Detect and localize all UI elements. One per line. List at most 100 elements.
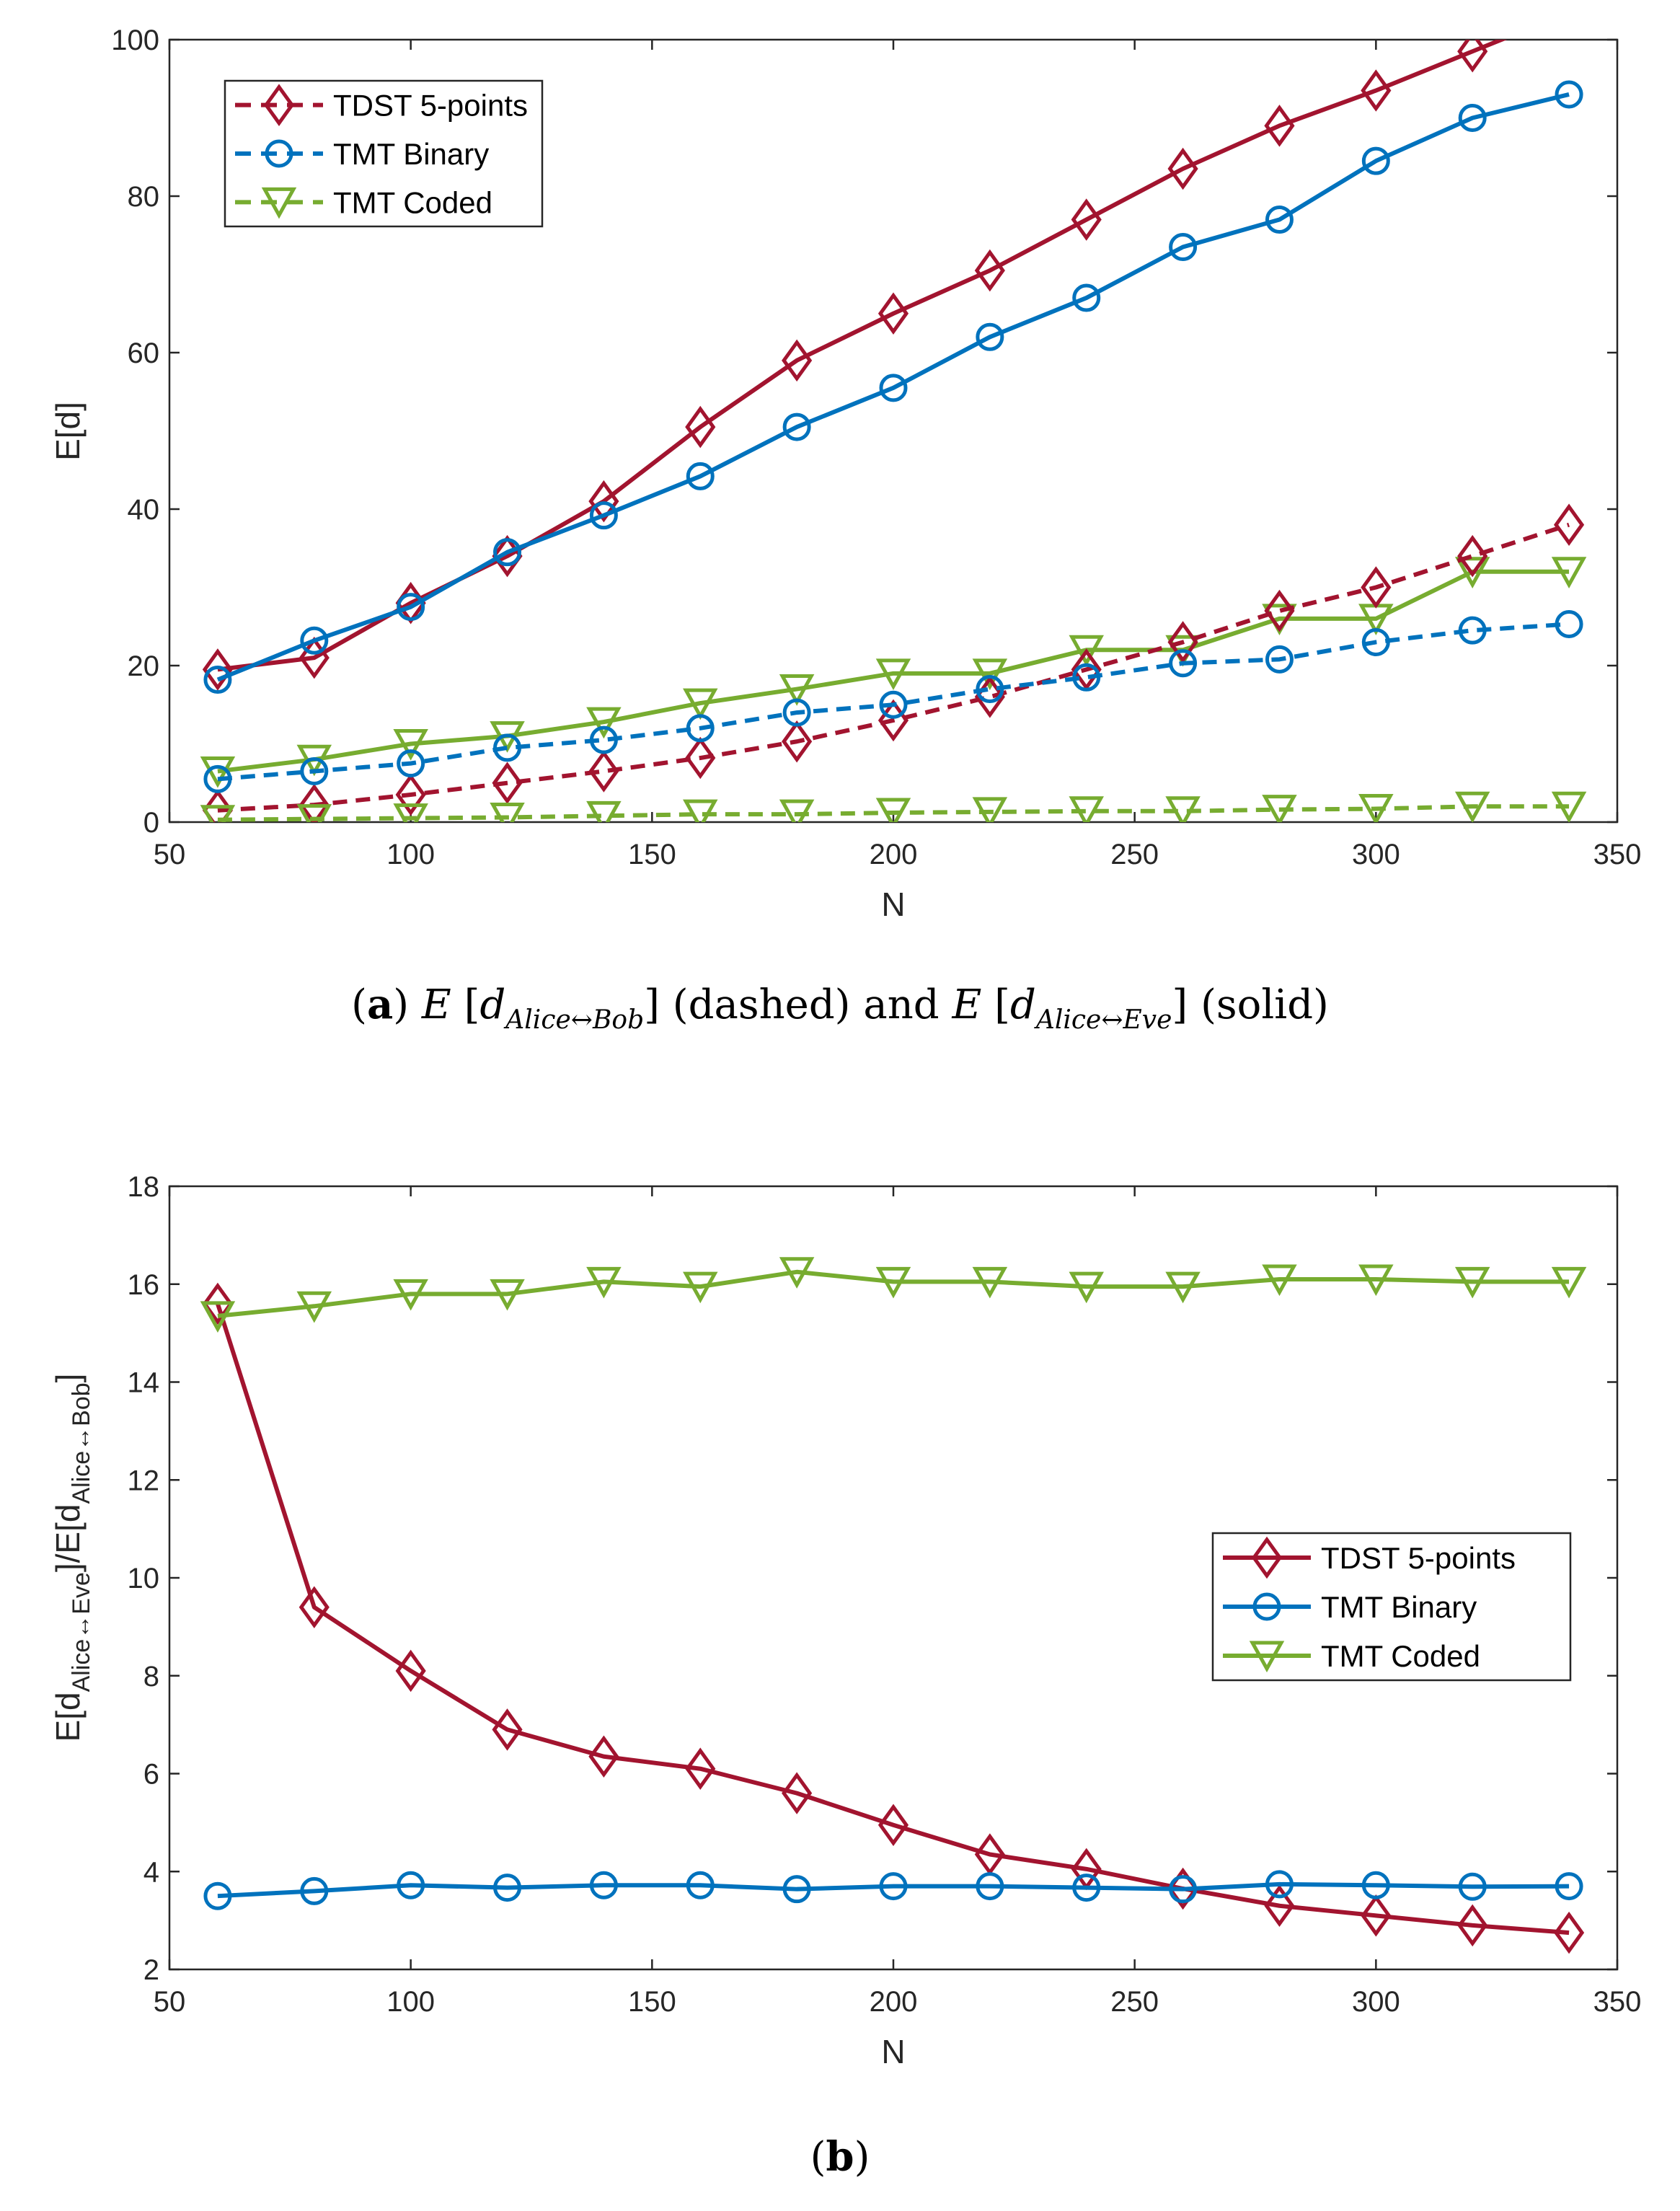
data-point-tmt-coded xyxy=(1262,1264,1297,1297)
x-tick-label: 150 xyxy=(628,839,676,870)
data-point-tdst-5-points xyxy=(1361,69,1392,112)
chart-panel-b: 50 100 150 200 250 300 350 2 4 6 8 10 12 14 16 18 N TDST … xyxy=(128,1171,1642,2070)
data-point-tdst-5-points xyxy=(1553,503,1585,546)
legend-marker-tmt-coded xyxy=(261,187,297,219)
data-point-tmt-coded xyxy=(1551,1266,1587,1299)
data-point-tdst-5-points xyxy=(1264,105,1295,147)
x-tick-label: 250 xyxy=(1110,1986,1159,2018)
y-tick-label: 8 xyxy=(143,1661,159,1693)
data-point-tdst-5-points xyxy=(1553,1911,1585,1954)
data-point-tdst-5-points xyxy=(974,249,1005,292)
y-tick-label: 100 xyxy=(111,25,159,56)
series-line-tmt-binary-solid xyxy=(217,1881,1570,1899)
data-point-tmt-binary xyxy=(1072,1874,1101,1902)
data-point-tmt-binary xyxy=(1361,627,1390,656)
data-point-tmt-binary xyxy=(397,1871,425,1899)
data-point-tdst-5-points xyxy=(299,1586,330,1629)
y-tick-label: 40 xyxy=(128,494,160,526)
x-tick-label: 250 xyxy=(1110,839,1159,870)
series-group xyxy=(200,0,1587,822)
data-point-tmt-coded xyxy=(1358,794,1394,822)
data-point-tmt-coded xyxy=(296,804,332,822)
data-point-tmt-coded xyxy=(1454,791,1490,822)
x-axis-label: N xyxy=(881,886,905,923)
x-tick-label: 100 xyxy=(386,1986,435,2018)
data-point-tmt-coded xyxy=(393,729,428,761)
series-line-tdst-5-points-solid xyxy=(216,1302,1570,1936)
data-point-tmt-coded xyxy=(490,802,525,822)
data-point-tmt-binary xyxy=(686,1871,715,1899)
data-point-tmt-coded xyxy=(972,797,1008,822)
data-point-tdst-5-points xyxy=(685,736,716,780)
data-point-tmt-binary xyxy=(1458,616,1487,645)
data-point-tmt-coded xyxy=(1069,635,1104,667)
data-point-tmt-binary xyxy=(300,626,329,655)
data-point-tmt-binary xyxy=(976,1872,1004,1901)
series-line-tdst-5-points-dashed xyxy=(217,522,1570,813)
data-point-tdst-5-points xyxy=(1264,1884,1295,1928)
data-point-tmt-coded xyxy=(1551,557,1587,588)
data-point-tmt-coded xyxy=(1551,791,1587,822)
data-point-tmt-binary xyxy=(976,322,1004,351)
data-point-tmt-coded xyxy=(393,1279,428,1311)
series-group xyxy=(200,1257,1587,1954)
data-point-tdst-5-points xyxy=(782,1772,813,1814)
data-point-tmt-coded xyxy=(779,799,815,822)
y-tick-label: 10 xyxy=(128,1563,160,1594)
data-point-tmt-coded xyxy=(393,803,428,822)
data-point-tdst-5-points xyxy=(1071,648,1102,691)
x-tick-label: 100 xyxy=(386,839,435,870)
data-point-tmt-binary xyxy=(1265,645,1294,674)
data-point-tmt-binary xyxy=(782,412,811,441)
series-line-tmt-coded-dashed xyxy=(217,804,1570,822)
x-tick-label: 300 xyxy=(1352,839,1400,870)
x-tick-label: 350 xyxy=(1593,839,1642,870)
data-point-tmt-binary xyxy=(782,698,811,727)
caption-b: (b) xyxy=(810,2133,870,2181)
series-line-tmt-binary-solid xyxy=(216,92,1570,682)
data-point-tmt-coded xyxy=(683,799,718,822)
series-line-tmt-coded-solid xyxy=(217,1269,1570,1318)
data-point-tmt-coded xyxy=(779,1257,815,1289)
x-tick-label: 50 xyxy=(154,1986,186,2018)
legend-marker-tdst-5-points xyxy=(1251,1536,1283,1579)
legend-label-tdst-5-points: TDST 5-points xyxy=(333,89,528,123)
data-point-tmt-coded xyxy=(1454,1266,1490,1299)
data-point-tdst-5-points xyxy=(1264,589,1295,632)
data-point-tmt-binary xyxy=(1555,1872,1583,1901)
data-point-tmt-binary xyxy=(589,501,618,530)
data-point-tmt-binary xyxy=(1072,663,1101,692)
data-point-tmt-coded xyxy=(586,800,622,822)
data-point-tdst-5-points xyxy=(1457,40,1488,73)
x-tick-label: 50 xyxy=(154,839,186,870)
legend-marker-tmt-coded xyxy=(1249,1641,1285,1673)
series-line-tmt-coded-solid xyxy=(217,569,1570,774)
data-point-tmt-binary xyxy=(493,1874,522,1902)
data-point-tdst-5-points xyxy=(782,339,813,382)
data-point-tdst-5-points xyxy=(492,1708,523,1751)
data-point-tdst-5-points xyxy=(1457,534,1488,578)
data-point-tdst-5-points xyxy=(1556,0,1582,30)
data-point-tmt-coded xyxy=(1069,796,1104,822)
y-tick-label: 14 xyxy=(128,1367,160,1399)
x-tick-label: 200 xyxy=(870,839,918,870)
legend-marker-tmt-binary xyxy=(265,139,293,168)
data-point-tmt-coded xyxy=(1069,1271,1104,1304)
x-tick-label: 300 xyxy=(1352,1986,1400,2018)
data-point-tmt-coded xyxy=(972,1266,1008,1299)
data-point-tmt-binary xyxy=(589,1871,618,1899)
y-tick-label: 16 xyxy=(128,1269,160,1301)
x-tick-label: 350 xyxy=(1593,1986,1642,2018)
data-point-tmt-binary xyxy=(493,538,522,567)
data-point-tdst-5-points xyxy=(202,1282,234,1325)
data-point-tmt-binary xyxy=(1361,1871,1390,1899)
data-point-tdst-5-points xyxy=(1361,566,1392,609)
data-point-tmt-binary xyxy=(1265,1870,1294,1899)
legend-a xyxy=(224,79,544,228)
data-point-tmt-binary xyxy=(879,690,908,719)
data-point-tdst-5-points xyxy=(202,789,234,822)
data-point-tmt-binary xyxy=(879,374,908,402)
data-point-tmt-binary xyxy=(493,733,522,762)
legend-label-tmt-coded: TMT Coded xyxy=(1321,1639,1480,1673)
y-tick-label: 0 xyxy=(143,807,159,839)
